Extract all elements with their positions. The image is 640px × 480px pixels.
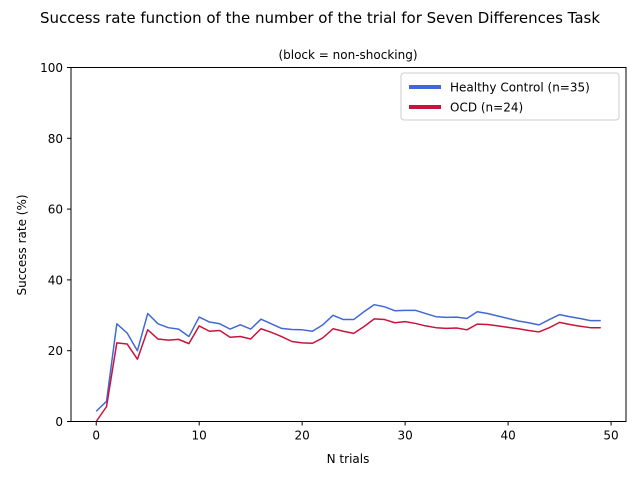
- x-tick-label: 40: [500, 429, 515, 443]
- legend: Healthy Control (n=35) OCD (n=24): [400, 72, 620, 121]
- plot-frame: [70, 67, 627, 422]
- y-tick-label: 0: [55, 415, 63, 429]
- legend-label-healthy-control: Healthy Control (n=35): [450, 81, 590, 95]
- legend-label-ocd: OCD (n=24): [450, 101, 523, 115]
- x-axis-label: N trials: [327, 452, 370, 466]
- series-line-healthy-control: [95, 303, 601, 412]
- y-tick-label: 40: [48, 273, 63, 287]
- x-axis-ticks: 0 10 20 30 40 50: [92, 421, 619, 443]
- x-tick-label: 10: [192, 429, 207, 443]
- legend-box: [400, 72, 620, 121]
- series-line-ocd: [95, 318, 601, 422]
- y-axis-label: Success rate (%): [15, 194, 29, 295]
- chart-title: Success rate function of the number of t…: [40, 9, 600, 27]
- y-tick-label: 20: [48, 344, 63, 358]
- plot-lines: [95, 303, 601, 422]
- y-tick-label: 80: [48, 132, 63, 146]
- chart-subtitle: (block = non-shocking): [278, 48, 417, 62]
- y-tick-label: 60: [48, 203, 63, 217]
- y-axis-ticks: 0 20 40 60 80 100: [40, 61, 71, 429]
- x-tick-label: 20: [295, 429, 310, 443]
- y-tick-label: 100: [40, 61, 63, 75]
- x-tick-label: 0: [92, 429, 100, 443]
- x-tick-label: 30: [397, 429, 412, 443]
- x-tick-label: 50: [603, 429, 618, 443]
